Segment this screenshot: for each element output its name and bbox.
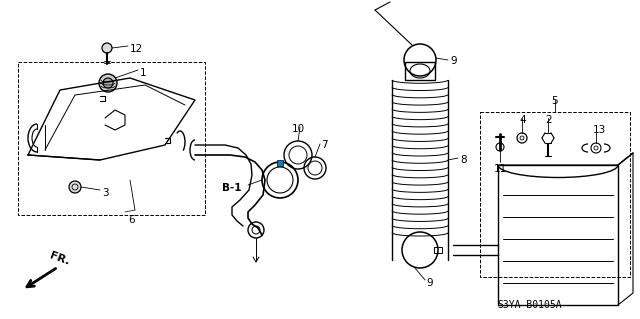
Text: 4: 4 <box>519 115 525 125</box>
Text: S3YA-B0105A: S3YA-B0105A <box>498 300 563 310</box>
Text: 7: 7 <box>321 140 328 150</box>
Text: 9: 9 <box>450 56 456 66</box>
Text: 12: 12 <box>130 44 143 54</box>
Circle shape <box>99 74 117 92</box>
Text: 2: 2 <box>545 115 552 125</box>
Text: 6: 6 <box>128 215 134 225</box>
Text: 8: 8 <box>460 155 467 165</box>
Circle shape <box>103 78 113 88</box>
Bar <box>18 62 205 215</box>
Bar <box>480 112 630 277</box>
Text: 11: 11 <box>494 164 508 174</box>
Circle shape <box>69 181 81 193</box>
Text: 13: 13 <box>593 125 606 135</box>
Circle shape <box>102 43 112 53</box>
Text: B-1: B-1 <box>222 183 241 193</box>
Bar <box>277 160 283 166</box>
Text: 9: 9 <box>426 278 433 288</box>
Bar <box>405 62 435 80</box>
Text: 3: 3 <box>102 188 109 198</box>
Text: 5: 5 <box>551 96 557 106</box>
Text: 1: 1 <box>140 68 147 78</box>
Bar <box>498 165 618 305</box>
Bar <box>434 247 442 253</box>
Text: FR.: FR. <box>48 251 70 267</box>
Text: 10: 10 <box>292 124 305 134</box>
